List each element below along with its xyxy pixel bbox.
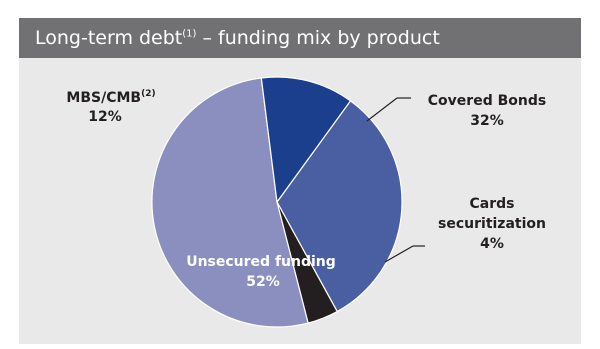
slice-label-cards-line1: Cards	[470, 196, 515, 212]
pie-chart: Covered Bonds 32% Cards securitization 4…	[66, 76, 546, 328]
slice-value-covered-bonds: 32%	[470, 113, 504, 129]
pie-slice-covered-bonds	[276, 100, 403, 313]
pie-slice-mbs-cmb	[260, 76, 352, 204]
chart-header: Long-term debt(1) – funding mix by produ…	[19, 18, 581, 58]
chart-title: Long-term debt	[35, 27, 183, 49]
slice-label-covered-bonds: Covered Bonds	[428, 93, 546, 109]
slice-label-mbs-cmb-sup: (2)	[141, 89, 156, 99]
slice-label-unsecured-funding: Unsecured funding	[186, 254, 336, 270]
leader-line-covered-bonds	[366, 97, 398, 122]
slice-label-mbs-cmb-text: MBS/CMB	[66, 90, 141, 106]
slice-label-mbs-cmb: MBS/CMB(2)	[66, 89, 155, 106]
slice-value-cards: 4%	[480, 236, 504, 252]
slice-value-unsecured-funding: 52%	[246, 274, 280, 290]
slice-label-cards-line2: securitization	[438, 216, 546, 232]
leader-line-cards	[384, 245, 414, 263]
chart-card: Long-term debt(1) – funding mix by produ…	[19, 18, 581, 344]
chart-title-rest: – funding mix by product	[196, 27, 440, 49]
slice-value-mbs-cmb: 12%	[88, 109, 122, 125]
pie-slices	[151, 76, 403, 328]
chart-title-footnote: (1)	[182, 28, 197, 40]
